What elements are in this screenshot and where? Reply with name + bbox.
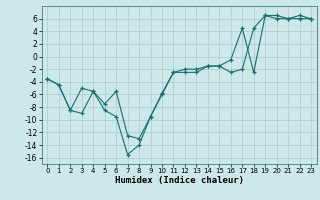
X-axis label: Humidex (Indice chaleur): Humidex (Indice chaleur) [115, 176, 244, 185]
